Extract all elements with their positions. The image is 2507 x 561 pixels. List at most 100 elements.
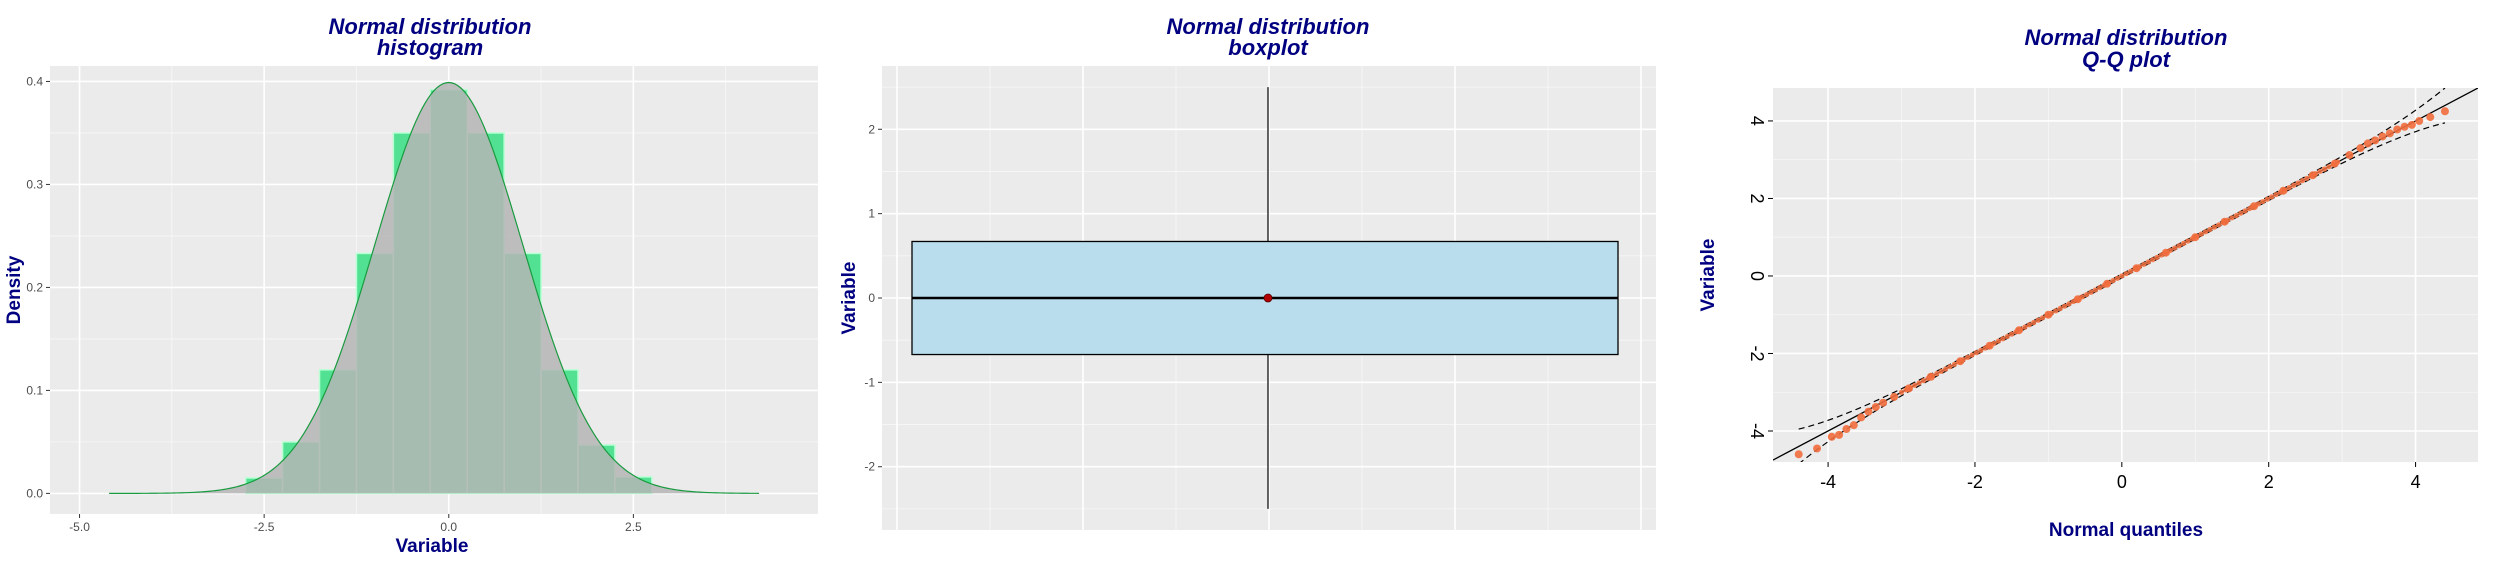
boxplot-box [911, 87, 1619, 509]
x-tick-label: 4 [2411, 472, 2421, 492]
qq-point [2233, 212, 2239, 219]
qq-point [2277, 189, 2284, 195]
qq-point [1929, 373, 1935, 379]
qq-point [2291, 182, 2297, 188]
qq-point [2180, 240, 2187, 247]
qq-point [2075, 296, 2081, 302]
qq-point [2407, 120, 2416, 129]
qq-point [2136, 264, 2143, 270]
qq-point [2123, 271, 2129, 277]
x-tick-label: -5.0 [69, 520, 90, 534]
qq-point [2415, 116, 2424, 125]
y-tick-label: 0.2 [26, 280, 43, 294]
qq-point [2079, 294, 2085, 300]
qq-point [1965, 354, 1971, 360]
y-tick-label: -2 [1747, 345, 1767, 361]
qq-point [2066, 301, 2072, 307]
qq-point [1857, 413, 1866, 422]
qq-point [2048, 310, 2054, 316]
qq-point [2385, 129, 2394, 138]
qq-point [1951, 361, 1957, 367]
qq-x-ticks: -4 -2 0 2 4 [1820, 462, 2421, 492]
qq-point [2053, 308, 2059, 314]
qq-point [2273, 191, 2279, 198]
qq-point [2363, 139, 2372, 148]
qq-point [1890, 392, 1899, 401]
histogram-density [109, 81, 759, 494]
qq-point [2110, 278, 2116, 284]
y-tick-label: 4 [1747, 116, 1767, 126]
qq-point [2313, 171, 2319, 177]
qq-point [2264, 196, 2270, 202]
qq-point [1934, 371, 1940, 377]
qq-point [2167, 247, 2173, 253]
qq-point [2251, 203, 2257, 209]
qq-point [1942, 366, 1949, 372]
qq-point [2114, 275, 2121, 281]
qq-point [2128, 268, 2134, 274]
y-tick-label: 2 [1747, 193, 1767, 203]
qq-point [2247, 205, 2253, 212]
qq-point [2013, 329, 2019, 335]
qq-point [2224, 217, 2231, 223]
qq-point [2295, 180, 2301, 186]
qq-point [2061, 303, 2068, 309]
qq-point [2009, 331, 2015, 337]
qq-point [1907, 384, 1913, 391]
density-curve [109, 81, 759, 494]
qq-point [2189, 236, 2195, 242]
qq-point [2216, 222, 2222, 228]
y-tick-label: -2 [864, 460, 875, 474]
qq-point [2220, 219, 2226, 226]
histogram-x-ticks: -5.0 -2.5 0.0 2.5 [69, 514, 642, 534]
qq-point [2101, 282, 2107, 288]
qq-point [1973, 350, 1980, 356]
qq-point [1794, 450, 1803, 459]
qq-point [2185, 238, 2191, 244]
qq-point [2229, 215, 2235, 221]
histogram-title-line1: Normal distribution [329, 14, 532, 39]
boxplot-title-line1: Normal distribution [1167, 14, 1370, 39]
qq-point [2202, 229, 2209, 235]
boxplot-title-line2: boxplot [1228, 35, 1309, 60]
qq-point [1898, 389, 1905, 395]
qq-point [2044, 312, 2050, 319]
qq-point [1903, 387, 1909, 393]
qq-title-line1: Normal distribution [2025, 25, 2228, 50]
qq-point [2238, 210, 2244, 216]
qq-point [1835, 430, 1844, 439]
qq-point [2371, 136, 2380, 145]
histogram-y-ticks: 0.0 0.1 0.2 0.3 0.4 [26, 74, 50, 500]
qq-point [2194, 233, 2200, 240]
x-tick-label: -2.5 [254, 520, 275, 534]
qq-point [1916, 380, 1922, 386]
x-tick-label: 0.0 [440, 520, 457, 534]
qq-point [2057, 305, 2063, 312]
qq-point [2172, 245, 2178, 251]
qq-point [1879, 398, 1888, 407]
histogram-x-label: Variable [396, 536, 469, 557]
qq-point [2022, 324, 2028, 330]
qq-point [2299, 178, 2306, 184]
qq-title-line2: Q-Q plot [2082, 47, 2172, 72]
qq-points [1794, 107, 2449, 459]
histogram-y-label: Density [4, 255, 25, 324]
qq-point [2031, 319, 2037, 326]
qq-point [2004, 333, 2010, 340]
boxplot-chart: Normal distribution boxplot -2 -1 0 1 2 Vari… [839, 14, 1656, 530]
qq-point [1864, 407, 1873, 416]
boxplot-y-label: Variable [839, 262, 860, 335]
qq-point [1827, 432, 1836, 441]
qq-point [2158, 252, 2165, 258]
qq-point [2088, 289, 2094, 295]
qq-point [2286, 185, 2292, 191]
qq-point [1842, 425, 1851, 434]
qq-point [2321, 166, 2328, 172]
y-tick-label: 0 [1747, 271, 1767, 281]
x-tick-label: -4 [1820, 472, 1836, 492]
qq-point [1947, 364, 1953, 370]
qq-point [1912, 382, 1918, 388]
qq-point [2308, 173, 2314, 179]
qq-point [2176, 243, 2182, 249]
qq-point [1969, 352, 1975, 358]
